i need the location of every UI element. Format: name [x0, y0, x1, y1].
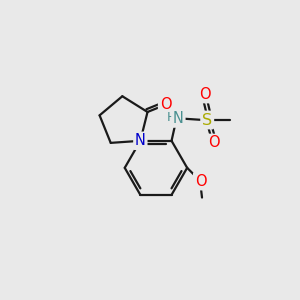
Text: H: H	[166, 110, 176, 124]
Text: O: O	[199, 87, 210, 102]
Text: O: O	[208, 135, 219, 150]
Text: O: O	[195, 174, 206, 189]
Text: O: O	[160, 97, 171, 112]
Text: N: N	[135, 133, 146, 148]
Text: S: S	[202, 112, 212, 128]
Text: N: N	[173, 111, 184, 126]
